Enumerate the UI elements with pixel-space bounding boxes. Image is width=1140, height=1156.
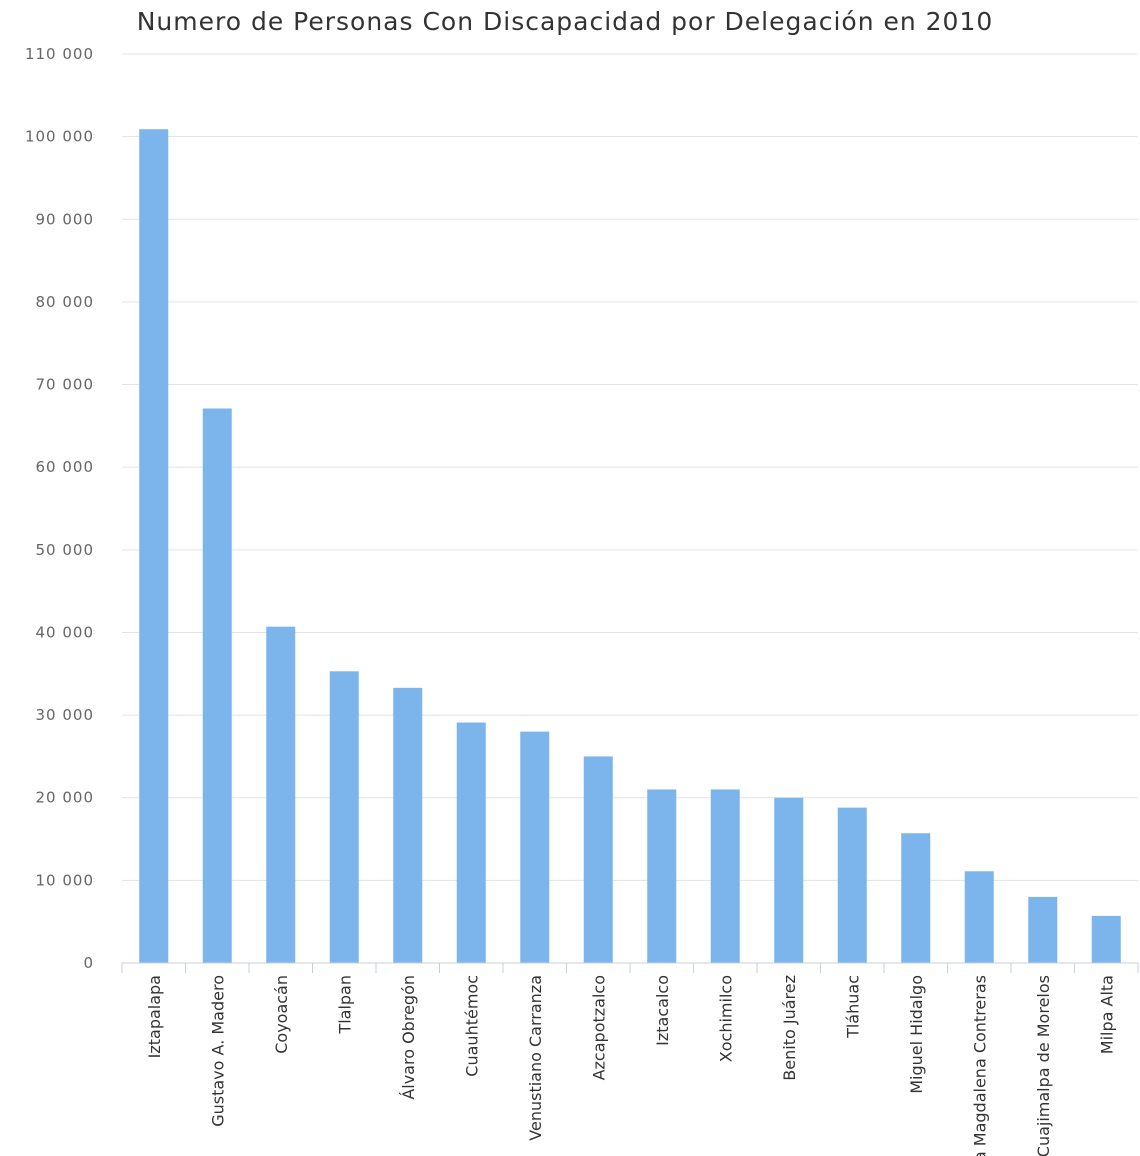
x-tick-label: Iztacalco	[653, 975, 672, 1046]
x-axis	[121, 962, 1139, 973]
chart-title: Numero de Personas Con Discapacidad por …	[137, 7, 994, 36]
x-tick-label: Tlalpan	[335, 975, 354, 1035]
y-tick-label: 80 000	[36, 293, 95, 311]
x-tick-label: Benito Juárez	[780, 975, 799, 1081]
bar	[901, 833, 931, 963]
x-tick-label: Venustiano Carranza	[526, 975, 545, 1141]
y-tick-label: 30 000	[36, 706, 95, 724]
x-tick-label: Miguel Hidalgo	[907, 975, 926, 1094]
bar	[1028, 896, 1058, 963]
x-tick-label: Xochimilco	[716, 975, 735, 1062]
x-tick-label: Iztapalapa	[145, 975, 164, 1058]
y-tick-label: 100 000	[25, 128, 94, 146]
bar	[774, 797, 804, 963]
bar	[583, 756, 613, 963]
y-tick-label: 70 000	[36, 376, 95, 394]
x-tick-label: Tláhuac	[843, 975, 862, 1039]
bars-layer	[139, 129, 1121, 963]
x-axis-labels: Iztapalapa Gustavo A. Madero Coyoacán Tlalp…	[145, 975, 1117, 1156]
y-tick-label: 10 000	[36, 871, 95, 889]
bar	[520, 731, 550, 963]
x-tick-label: Azcapotzalco	[589, 975, 608, 1080]
bar	[139, 129, 169, 963]
x-tick-label: Gustavo A. Madero	[208, 975, 227, 1127]
bar	[837, 807, 867, 963]
bar	[329, 671, 359, 963]
bar	[456, 722, 486, 963]
bar	[393, 687, 423, 963]
y-tick-label: 60 000	[36, 458, 95, 476]
x-tick-label: Cuajimalpa de Morelos	[1034, 975, 1053, 1156]
y-tick-label: 50 000	[36, 541, 95, 559]
x-tick-label: Cuauhtémoc	[462, 975, 481, 1077]
y-tick-label: 90 000	[36, 210, 95, 228]
y-tick-label: 40 000	[36, 623, 95, 641]
y-tick-label: 0	[83, 954, 94, 972]
bar	[710, 789, 740, 963]
x-tick-label: La Magdalena Contreras	[970, 975, 989, 1156]
bar	[647, 789, 677, 963]
y-tick-label: 20 000	[36, 789, 95, 807]
bar	[266, 626, 296, 963]
bar	[1091, 915, 1121, 963]
bar	[202, 408, 232, 963]
x-tick-label: Milpa Alta	[1097, 975, 1116, 1054]
y-tick-label: 110 000	[25, 45, 94, 63]
x-tick-label: Álvaro Obregón	[399, 975, 418, 1100]
x-tick-label: Coyoacán	[272, 975, 291, 1054]
y-axis-labels: 0 10 000 20 000 30 000 40 000 50 000 60 000 70 …	[25, 45, 95, 972]
bar	[964, 871, 994, 963]
